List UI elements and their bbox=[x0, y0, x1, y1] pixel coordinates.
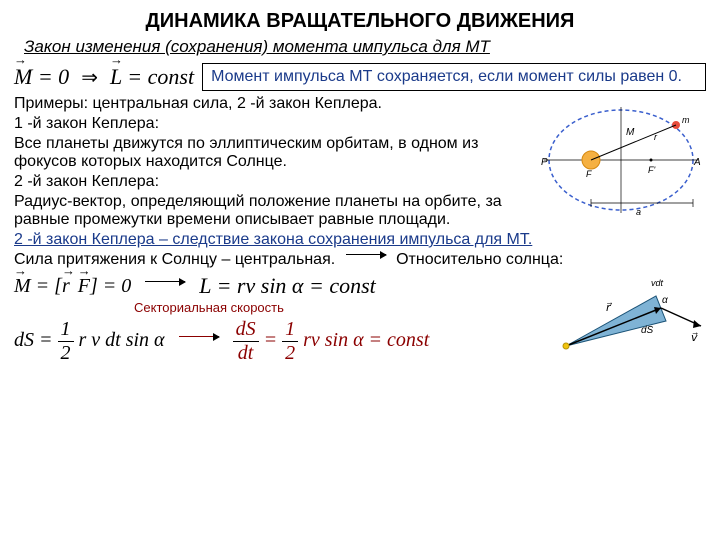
consequence-text: 2 -й закон Кеплера – следствие закона со… bbox=[14, 231, 532, 248]
eq-l: L = const bbox=[110, 64, 194, 90]
svg-text:a: a bbox=[636, 207, 641, 217]
arrow-icon bbox=[145, 281, 185, 292]
implies-icon: ⇒ bbox=[81, 65, 98, 90]
central-line: Сила притяжения к Солнцу – центральная. … bbox=[14, 251, 706, 269]
eq-angular: L = rv sin α = const bbox=[199, 273, 376, 299]
svg-text:v⃗: v⃗ bbox=[691, 332, 698, 344]
conservation-row: M = 0 ⇒ L = const Момент импульса МТ сох… bbox=[14, 63, 706, 91]
formula-row-2: dS = 12 r v dt sin α dSdt = 12 rv sin α … bbox=[14, 318, 546, 365]
svg-text:dS: dS bbox=[641, 325, 654, 336]
relative-text: Относительно солнца: bbox=[396, 251, 563, 268]
svg-text:m: m bbox=[682, 115, 690, 125]
page-title: ДИНАМИКА ВРАЩАТЕЛЬНОГО ДВИЖЕНИЯ bbox=[14, 10, 706, 33]
consequence-line: 2 -й закон Кеплера – следствие закона со… bbox=[14, 231, 706, 249]
eq-ds: dS = 12 r v dt sin α bbox=[14, 318, 165, 365]
sectorial-label: Секториальная скорость bbox=[134, 300, 284, 315]
arrow-icon bbox=[179, 336, 219, 347]
eq-box: M = 0 ⇒ L = const bbox=[14, 64, 194, 90]
svg-text:P: P bbox=[541, 157, 548, 168]
sector-diagram: r⃗ v⃗ α dS vdt bbox=[546, 271, 706, 361]
eq-moment: M = [rF] = 0 bbox=[14, 275, 131, 298]
svg-text:F': F' bbox=[648, 165, 655, 175]
arrow-icon bbox=[346, 254, 386, 265]
formula-row-1: M = [rF] = 0 L = rv sin α = const bbox=[14, 273, 546, 299]
svg-text:r: r bbox=[654, 132, 658, 142]
svg-text:A: A bbox=[693, 157, 701, 168]
subtitle: Закон изменения (сохранения) момента имп… bbox=[24, 37, 706, 57]
svg-text:F: F bbox=[586, 169, 592, 179]
box-note: Момент импульса МТ сохраняется, если мом… bbox=[202, 63, 706, 91]
svg-text:α: α bbox=[662, 295, 668, 306]
eq-dsdt: dSdt = 12 rv sin α = const bbox=[233, 318, 430, 365]
kepler1-body: Все планеты движутся по эллиптическим ор… bbox=[14, 135, 514, 171]
svg-text:r⃗: r⃗ bbox=[606, 302, 612, 314]
orbit-diagram: P A F F' M m r a bbox=[536, 95, 706, 225]
svg-text:M: M bbox=[626, 127, 635, 138]
svg-text:vdt: vdt bbox=[651, 278, 664, 288]
eq-m: M = 0 bbox=[14, 64, 69, 90]
